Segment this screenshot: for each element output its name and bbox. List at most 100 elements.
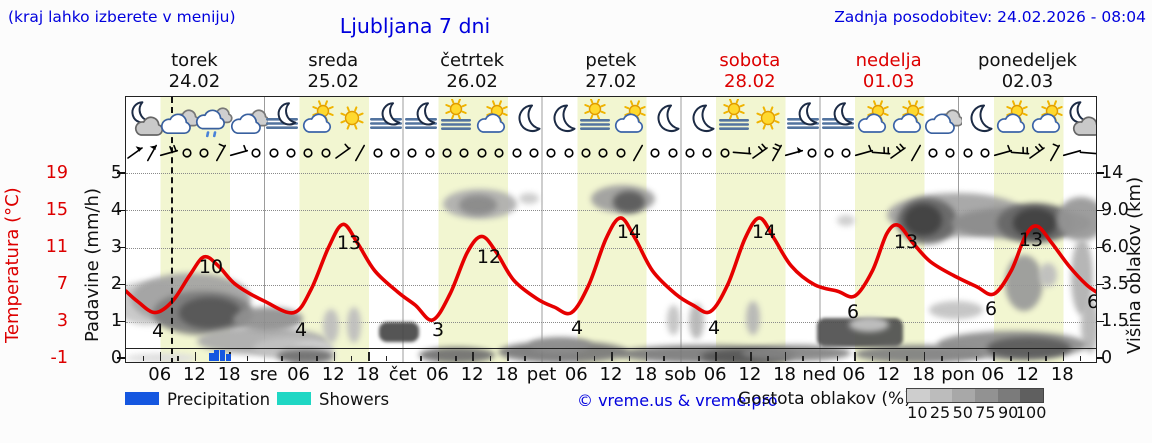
x-tick-label: 06 [148, 364, 172, 385]
precipitation-swatch [125, 392, 159, 405]
x-tick-label: 12 [182, 364, 206, 385]
temp-value-label: 3 [431, 319, 445, 341]
wind-symbol-calm [697, 143, 717, 163]
cloud-blob [459, 195, 497, 215]
strip-tick [194, 352, 197, 361]
right-tick-mark [1097, 357, 1104, 359]
right-tick-mark [1097, 209, 1104, 212]
cloud-height-axis-title: Višina oblakov (km) [1124, 176, 1145, 354]
day-name: ponedeljek [978, 50, 1077, 71]
cloud-blob [1039, 263, 1057, 287]
cloud-height-tick: 3.5 [1101, 274, 1129, 295]
cloud-blob [667, 305, 680, 335]
day-date: 02.03 [1001, 71, 1054, 92]
left-tick-mark [117, 246, 125, 249]
precip-tick: 1 [110, 311, 122, 332]
weather-icon-moon [679, 99, 719, 139]
wind-symbol-calm [246, 143, 266, 163]
wind-symbol-barb [229, 143, 249, 163]
cloud-blob [849, 317, 889, 332]
wind-symbol-calm [715, 143, 735, 163]
weather-icon-moon [540, 99, 580, 139]
grid-line [126, 284, 1096, 286]
weather-icon-sun-cloud [609, 99, 649, 139]
cloud-blob [323, 309, 339, 343]
strip-tick [1045, 355, 1047, 361]
colorbar-tick-label: 10 [907, 403, 928, 422]
cloud-blob [379, 322, 419, 342]
strip-tick [593, 355, 596, 361]
wind-symbol-calm [316, 143, 336, 163]
wind-symbol-calm [298, 143, 318, 163]
weather-icon-moon [957, 99, 997, 139]
strip-tick [350, 355, 353, 361]
precip-axis-title: Padavine (mm/h) [82, 188, 103, 342]
credit-link[interactable]: © vreme.us & vreme.pro [577, 391, 778, 410]
weather-icon-sun [748, 99, 788, 139]
weather-icon-clouds [228, 99, 269, 139]
grid-line [126, 321, 1096, 323]
wind-symbol-calm [593, 143, 613, 163]
right-tick-mark [1097, 172, 1104, 174]
weather-icon-sun-cloud [887, 99, 927, 139]
strip-tick [1079, 355, 1082, 361]
weather-icon-sun-cloud [471, 99, 511, 139]
x-tick-label: ned [802, 364, 837, 385]
x-tick-label: 18 [356, 364, 380, 385]
cloud-height-tick: 9.0 [1101, 199, 1129, 220]
weather-icon-sun-cloud [852, 99, 892, 139]
wind-symbol-calm [489, 143, 509, 163]
temp-value-label: 6 [846, 301, 860, 323]
strip-tick [1010, 355, 1012, 361]
wind-symbol-flag [142, 143, 162, 163]
strip-tick [576, 352, 579, 361]
weather-icon-sun-fog [575, 98, 615, 139]
cloud-blob [837, 215, 855, 226]
precipitation-bar [208, 352, 214, 361]
x-tick-label: 18 [1050, 364, 1074, 385]
colorbar-tick-label: 25 [929, 403, 951, 422]
strip-tick [298, 352, 301, 361]
wind-symbol-calm [194, 143, 214, 163]
precipitation-legend-label: Precipitation [167, 390, 271, 409]
strip-tick [385, 355, 388, 361]
strip-tick [507, 352, 509, 361]
cloud-blob [689, 303, 704, 339]
grid-line [126, 173, 1096, 175]
day-header: ponedeljek 02.03 [958, 50, 1097, 94]
cloud-blob [277, 349, 333, 362]
temperature-curve [126, 216, 1096, 322]
x-tick-label: 06 [564, 364, 588, 385]
left-tick-mark [117, 283, 125, 286]
showers-swatch [277, 392, 311, 405]
wind-symbol-slash [906, 143, 926, 163]
wind-symbol-barb2 [1010, 143, 1030, 163]
strip-tick [784, 352, 787, 361]
strip-tick [836, 355, 839, 361]
wind-symbol-calm [940, 143, 960, 163]
wind-symbol-calm [958, 143, 978, 163]
day-name: sreda [308, 50, 359, 71]
x-tick-label: 12 [738, 364, 762, 385]
day-date: 24.02 [168, 71, 221, 92]
weather-icon-moon-fog [401, 99, 441, 139]
wind-symbol-calm [541, 143, 561, 163]
x-tick-label: 12 [321, 364, 345, 385]
wind-symbol-barb2 [767, 143, 787, 163]
strip-tick [888, 352, 891, 361]
x-tick-label: 12 [599, 364, 623, 385]
temp-value-label: 6 [984, 298, 998, 320]
wind-symbol-calm [802, 143, 822, 163]
x-tick-label: 18 [634, 364, 658, 385]
x-tick-label: 06 [287, 364, 311, 385]
cloud-density-colorbar [906, 388, 1045, 403]
wind-symbol-calm [680, 143, 700, 163]
strip-tick [854, 352, 856, 361]
wind-symbol-barb [1045, 143, 1065, 163]
x-tick-label: 18 [495, 364, 519, 385]
now-line [171, 97, 174, 362]
precipitation-bar [214, 349, 220, 361]
wind-symbol-calm [437, 143, 457, 163]
cloud-blob [929, 301, 983, 319]
